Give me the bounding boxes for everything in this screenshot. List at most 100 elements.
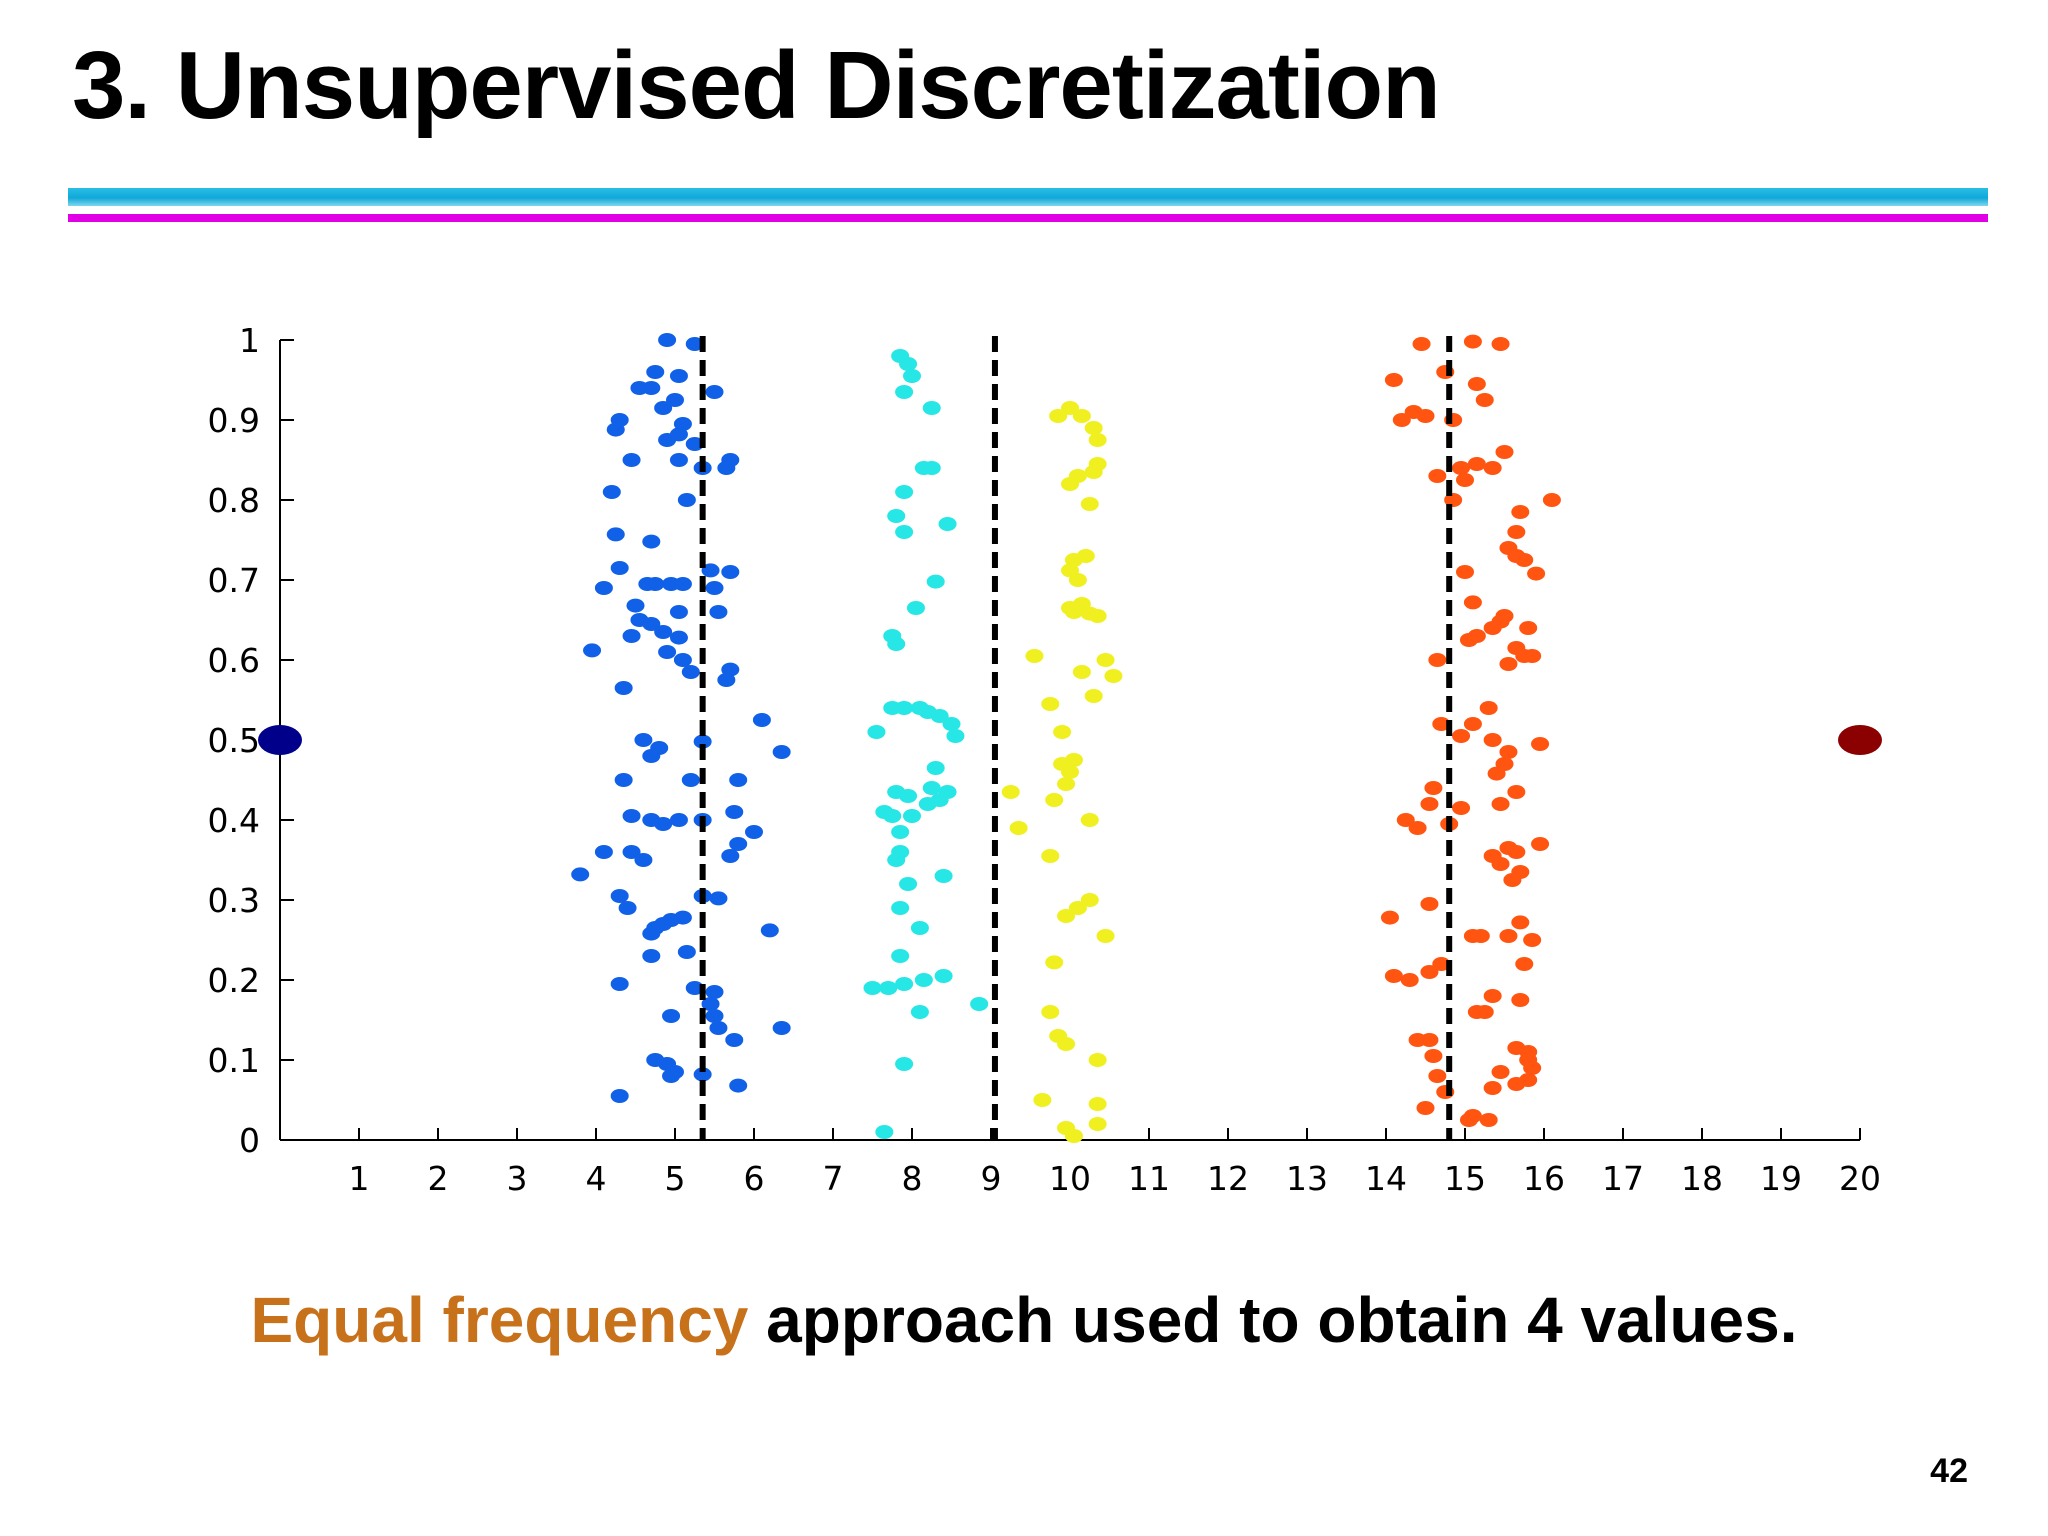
data-point xyxy=(1515,649,1534,663)
data-point xyxy=(1479,701,1498,715)
data-point xyxy=(721,849,740,863)
data-point xyxy=(1523,933,1542,947)
data-point xyxy=(642,381,661,395)
data-point xyxy=(705,581,724,595)
y-tick-label: 0.2 xyxy=(208,961,260,1000)
data-point xyxy=(685,981,704,995)
axes: 1 2 3 4 5 6 7 8 9 10 11 12 13 14 15 16 17 18 19 2000.10.20.… xyxy=(208,321,1881,1198)
data-point xyxy=(642,949,661,963)
data-point xyxy=(745,825,763,839)
data-point xyxy=(899,357,918,371)
data-point xyxy=(729,773,748,787)
y-tick-label: 1 xyxy=(239,321,260,360)
data-point xyxy=(1025,649,1044,663)
data-point xyxy=(669,630,688,645)
data-point xyxy=(693,1067,712,1082)
data-point xyxy=(1428,653,1447,667)
data-point xyxy=(705,1009,724,1023)
data-point xyxy=(1400,973,1419,987)
data-point xyxy=(1483,989,1502,1003)
data-point xyxy=(1045,793,1064,807)
data-point xyxy=(1463,595,1482,610)
x-tick-label: 16 xyxy=(1523,1159,1565,1198)
data-point xyxy=(891,825,910,839)
data-point xyxy=(895,385,914,399)
data-point xyxy=(910,921,929,935)
data-point xyxy=(1096,653,1115,667)
x-tick-label: 2 xyxy=(428,1159,449,1198)
page-number: 42 xyxy=(1930,1452,1968,1490)
data-point xyxy=(1491,797,1510,811)
data-point xyxy=(1503,873,1522,887)
x-tick-label: 18 xyxy=(1681,1159,1723,1198)
data-point xyxy=(729,837,748,851)
data-point xyxy=(725,805,744,819)
data-point xyxy=(669,453,688,467)
data-point xyxy=(1515,553,1534,567)
data-point xyxy=(867,725,886,739)
caption: Equal frequency approach used to obtain … xyxy=(0,1288,2048,1352)
x-tick-label: 11 xyxy=(1128,1159,1170,1198)
data-point xyxy=(1507,845,1526,859)
data-point xyxy=(1084,689,1103,703)
x-tick-label: 6 xyxy=(744,1159,765,1198)
data-point xyxy=(918,797,937,811)
data-point xyxy=(673,653,692,667)
data-point xyxy=(1416,1101,1435,1115)
data-point xyxy=(934,969,953,983)
data-point xyxy=(1507,525,1526,539)
x-tick-label: 3 xyxy=(507,1159,528,1198)
data-point xyxy=(622,453,641,467)
data-point xyxy=(1475,393,1494,407)
data-point xyxy=(1053,725,1072,739)
data-point xyxy=(1084,421,1103,435)
x-tick-label: 10 xyxy=(1049,1159,1091,1198)
data-point xyxy=(1467,377,1486,391)
data-point xyxy=(622,809,641,823)
endpoint-marker xyxy=(258,725,302,755)
data-point xyxy=(1096,929,1115,943)
data-point xyxy=(946,729,965,743)
data-point xyxy=(1467,1005,1486,1019)
x-tick-label: 4 xyxy=(586,1159,607,1198)
data-point xyxy=(642,534,661,549)
data-point xyxy=(1463,717,1482,731)
x-tick-label: 20 xyxy=(1839,1159,1881,1198)
data-point xyxy=(1420,797,1439,811)
data-point xyxy=(1045,955,1064,970)
data-point xyxy=(1531,737,1550,751)
data-point xyxy=(646,365,665,379)
data-point xyxy=(1408,1033,1427,1047)
caption-highlight: Equal frequency xyxy=(250,1284,749,1356)
data-point xyxy=(602,485,621,499)
data-point xyxy=(1495,445,1514,459)
data-point xyxy=(1408,821,1427,835)
y-tick-label: 0.3 xyxy=(208,881,260,920)
bin-boundaries xyxy=(699,336,1453,1140)
data-point xyxy=(1104,669,1123,683)
y-tick-label: 0.5 xyxy=(208,721,260,760)
data-point xyxy=(1515,957,1534,971)
y-tick-label: 0.4 xyxy=(208,801,260,840)
slide-title: 3. Unsupervised Discretization xyxy=(72,32,1441,139)
data-point xyxy=(1456,565,1474,579)
data-point xyxy=(646,577,665,591)
data-point xyxy=(614,681,633,695)
y-tick-label: 0.8 xyxy=(208,481,260,520)
x-tick-label: 5 xyxy=(665,1159,686,1198)
data-point xyxy=(1432,957,1451,971)
data-point xyxy=(1444,493,1463,507)
data-point xyxy=(1507,785,1526,799)
data-point xyxy=(930,709,949,723)
data-point xyxy=(701,563,720,578)
data-point xyxy=(1088,609,1107,623)
data-point xyxy=(654,817,673,831)
data-point xyxy=(1057,1037,1076,1051)
x-tick-label: 13 xyxy=(1286,1159,1328,1198)
data-point xyxy=(1542,493,1561,507)
x-tick-label: 12 xyxy=(1207,1159,1249,1198)
data-point xyxy=(1041,1005,1060,1019)
data-point xyxy=(1041,697,1060,711)
data-point xyxy=(658,645,677,659)
data-point xyxy=(642,617,661,631)
